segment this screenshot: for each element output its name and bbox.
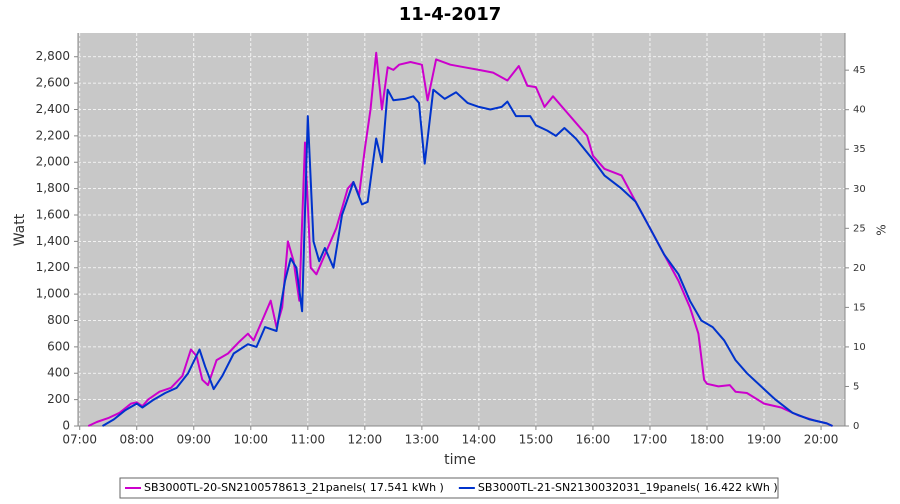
y2-tick-label: 45 bbox=[853, 65, 866, 76]
y-tick-label: 1,800 bbox=[36, 181, 70, 195]
x-tick-label: 14:00 bbox=[462, 433, 497, 447]
x-tick-label: 11:00 bbox=[291, 433, 326, 447]
y-tick-label: 1,600 bbox=[36, 207, 70, 221]
x-tick-label: 18:00 bbox=[690, 433, 725, 447]
x-tick-label: 08:00 bbox=[119, 433, 154, 447]
y-axis-label: Watt bbox=[12, 213, 28, 246]
legend-label: SB3000TL-20-SN2100578613_21panels( 17.54… bbox=[144, 481, 444, 494]
plot-area bbox=[78, 33, 845, 426]
y-tick-label: 2,400 bbox=[36, 102, 70, 116]
y-tick-label: 200 bbox=[47, 392, 70, 406]
x-tick-label: 12:00 bbox=[348, 433, 383, 447]
y-tick-label: 2,800 bbox=[36, 49, 70, 63]
y2-tick-label: 20 bbox=[853, 263, 866, 274]
x-tick-label: 17:00 bbox=[633, 433, 668, 447]
x-tick-label: 15:00 bbox=[519, 433, 554, 447]
y2-tick-label: 25 bbox=[853, 223, 866, 234]
x-tick-label: 10:00 bbox=[233, 433, 268, 447]
series-line bbox=[101, 88, 833, 427]
x-tick-label: 13:00 bbox=[405, 433, 440, 447]
x-tick-label: 16:00 bbox=[576, 433, 611, 447]
y2-tick-label: 10 bbox=[853, 342, 866, 353]
y-tick-label: 1,200 bbox=[36, 260, 70, 274]
y-tick-label: 400 bbox=[47, 366, 70, 380]
y2-tick-label: 15 bbox=[853, 302, 866, 313]
y-tick-label: 2,600 bbox=[36, 76, 70, 90]
y-tick-label: 600 bbox=[47, 339, 70, 353]
y2-tick-label: 30 bbox=[853, 184, 866, 195]
y-tick-label: 1,000 bbox=[36, 287, 70, 301]
x-axis-label: time bbox=[444, 452, 476, 468]
y-tick-label: 2,200 bbox=[36, 128, 70, 142]
x-tick-label: 19:00 bbox=[747, 433, 782, 447]
y-tick-label: 800 bbox=[47, 313, 70, 327]
y2-tick-label: 40 bbox=[853, 105, 866, 116]
y2-tick-label: 0 bbox=[853, 421, 859, 432]
y2-tick-label: 5 bbox=[853, 381, 859, 392]
x-tick-label: 20:00 bbox=[804, 433, 839, 447]
legend bbox=[119, 477, 779, 499]
y2-axis-label: % bbox=[875, 224, 889, 235]
y-tick-label: 2,000 bbox=[36, 155, 70, 169]
x-tick-label: 07:00 bbox=[62, 433, 97, 447]
y-tick-label: 0 bbox=[62, 419, 70, 433]
x-tick-label: 09:00 bbox=[176, 433, 211, 447]
chart-title: 11-4-2017 bbox=[399, 4, 502, 25]
y-tick-label: 1,400 bbox=[36, 234, 70, 248]
y2-tick-label: 35 bbox=[853, 144, 866, 155]
legend-label: SB3000TL-21-SN2130032031_19panels( 16.42… bbox=[478, 481, 778, 494]
series-line bbox=[87, 51, 833, 427]
